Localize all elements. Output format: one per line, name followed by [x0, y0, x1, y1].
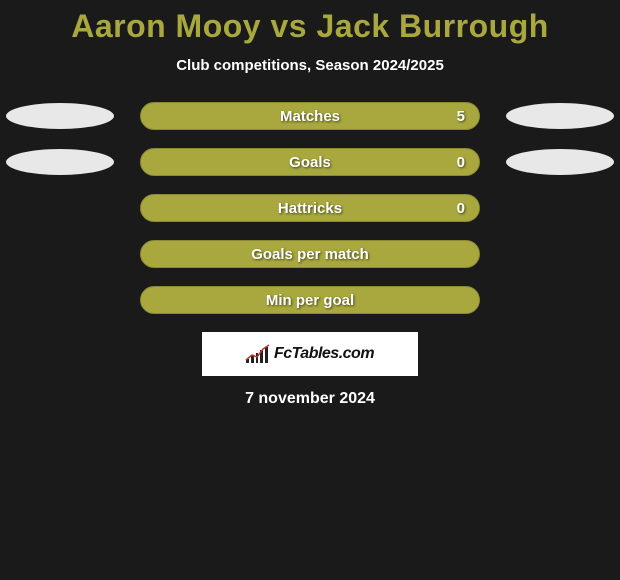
stat-bar: Min per goal	[140, 286, 480, 314]
stat-label: Matches	[280, 108, 340, 125]
stat-label: Goals	[289, 154, 331, 171]
stat-value: 5	[457, 108, 465, 125]
logo-text: FcTables.com	[274, 345, 374, 363]
stat-value: 0	[457, 154, 465, 171]
fctables-logo[interactable]: FcTables.com	[202, 332, 418, 376]
stat-label: Min per goal	[266, 292, 354, 309]
stat-label: Hattricks	[278, 200, 342, 217]
player-left-marker	[6, 103, 114, 129]
stat-row: Goals per match	[0, 240, 620, 268]
stat-bar: Goals 0	[140, 148, 480, 176]
player-right-marker	[506, 103, 614, 129]
stat-row: Min per goal	[0, 286, 620, 314]
page-title: Aaron Mooy vs Jack Burrough	[0, 8, 620, 45]
stat-row: Matches 5	[0, 102, 620, 130]
stat-label: Goals per match	[251, 246, 369, 263]
stat-bar: Matches 5	[140, 102, 480, 130]
player-left-marker	[6, 149, 114, 175]
comparison-infographic: Aaron Mooy vs Jack Burrough Club competi…	[0, 0, 620, 408]
stat-row: Hattricks 0	[0, 194, 620, 222]
logo-chart-icon	[246, 345, 268, 363]
stat-bar: Goals per match	[140, 240, 480, 268]
date-label: 7 november 2024	[0, 390, 620, 408]
stats-list: Matches 5 Goals 0 Hattricks 0 Goals per match M…	[0, 102, 620, 314]
player-right-marker	[506, 149, 614, 175]
stat-bar: Hattricks 0	[140, 194, 480, 222]
stat-value: 0	[457, 200, 465, 217]
subtitle: Club competitions, Season 2024/2025	[0, 57, 620, 74]
stat-row: Goals 0	[0, 148, 620, 176]
